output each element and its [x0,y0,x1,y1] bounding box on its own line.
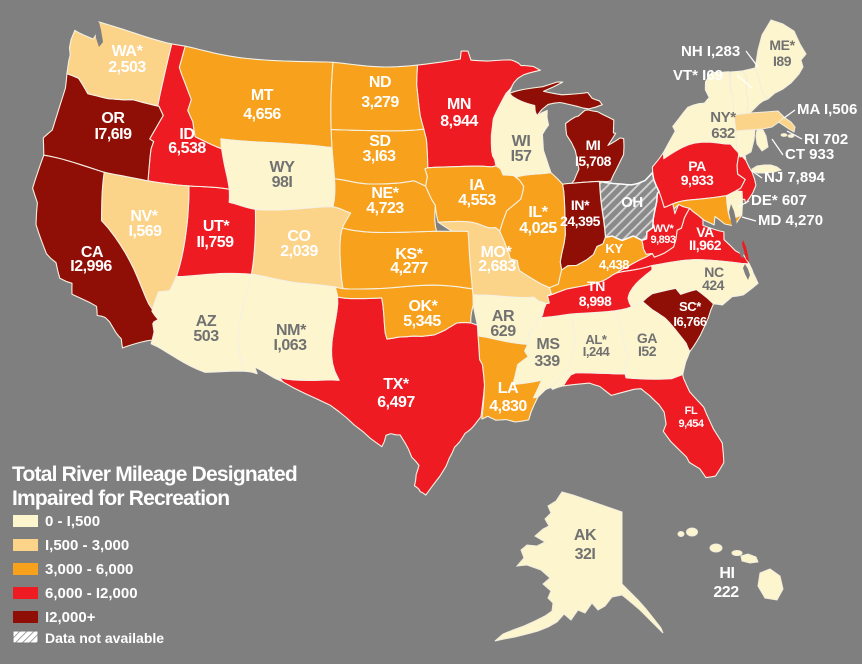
svg-text:NY*: NY* [710,109,736,126]
svg-text:SC*: SC* [679,299,702,314]
svg-text:ND: ND [369,74,391,91]
svg-text:6,538: 6,538 [168,140,206,157]
svg-text:4,438: 4,438 [599,257,629,272]
svg-text:ID: ID [179,126,194,143]
svg-text:KY: KY [605,241,623,256]
svg-text:VA: VA [696,224,714,240]
svg-text:I,244: I,244 [583,344,611,359]
svg-text:I,569: I,569 [128,223,162,240]
svg-text:I52: I52 [638,343,657,359]
svg-text:503: 503 [193,328,219,345]
svg-text:NE*: NE* [371,185,399,202]
svg-text:NJ 7,894: NJ 7,894 [764,169,826,186]
svg-text:632: 632 [711,125,735,142]
svg-text:2,683: 2,683 [478,258,516,275]
svg-text:WV*: WV* [653,223,675,235]
svg-text:II,759: II,759 [196,234,234,251]
svg-text:629: 629 [490,323,516,340]
svg-text:MN: MN [447,96,471,113]
svg-text:4,830: 4,830 [489,398,527,415]
svg-text:CO: CO [287,228,310,245]
svg-text:KS*: KS* [395,246,423,263]
svg-text:RI 702: RI 702 [804,131,848,148]
svg-text:MS: MS [536,336,560,353]
svg-text:IA: IA [469,177,485,194]
svg-text:HI: HI [719,565,734,582]
svg-text:TX*: TX* [383,376,410,393]
svg-text:0 - I,500: 0 - I,500 [45,513,100,530]
svg-text:GA: GA [637,330,657,346]
svg-text:6,000 - I2,000: 6,000 - I2,000 [45,585,138,602]
svg-text:PA: PA [688,158,706,174]
svg-text:5,345: 5,345 [403,313,441,330]
svg-text:9,893: 9,893 [650,234,675,246]
svg-text:3,000 - 6,000: 3,000 - 6,000 [45,561,133,578]
svg-text:Impaired for Recreation: Impaired for Recreation [12,487,229,510]
svg-text:MT: MT [251,87,274,104]
svg-text:I,063: I,063 [273,337,307,354]
svg-text:I,500 - 3,000: I,500 - 3,000 [45,537,129,554]
svg-text:MD 4,270: MD 4,270 [758,212,823,229]
svg-text:339: 339 [534,353,560,370]
svg-text:IL*: IL* [528,204,548,221]
svg-text:UT*: UT* [203,218,231,235]
svg-text:NH I,283: NH I,283 [681,43,740,60]
svg-text:NM*: NM* [276,322,307,339]
svg-text:I5,708: I5,708 [575,153,612,169]
svg-text:32I: 32I [575,546,596,563]
svg-text:3,279: 3,279 [361,94,399,111]
svg-text:222: 222 [713,584,739,601]
svg-text:8,998: 8,998 [579,293,612,309]
svg-text:ME*: ME* [769,37,795,53]
svg-text:9,933: 9,933 [681,172,714,188]
svg-text:MI: MI [586,137,601,153]
svg-text:I6,766: I6,766 [673,314,706,329]
svg-text:WI: WI [512,133,531,150]
svg-text:9,454: 9,454 [678,418,704,430]
svg-text:NC: NC [704,264,724,280]
svg-text:WA*: WA* [112,43,144,60]
svg-text:I2,000+: I2,000+ [45,609,96,626]
svg-text:WY: WY [270,159,296,176]
svg-text:I7,6I9: I7,6I9 [94,126,132,143]
svg-text:I2,996: I2,996 [70,258,112,275]
svg-text:4,025: 4,025 [519,220,557,237]
svg-text:TN: TN [587,278,605,294]
svg-text:6,497: 6,497 [377,394,415,411]
svg-text:CA: CA [81,244,104,261]
svg-text:I57: I57 [511,148,532,165]
svg-text:SD: SD [369,133,390,150]
svg-text:4,553: 4,553 [458,192,496,209]
svg-text:4,277: 4,277 [390,260,428,277]
svg-text:OR: OR [101,110,125,127]
svg-text:LA: LA [498,380,519,397]
svg-text:4,656: 4,656 [243,106,281,123]
svg-text:424: 424 [702,277,725,293]
svg-text:DE* 607: DE* 607 [751,192,807,209]
svg-text:AR: AR [492,308,515,325]
svg-text:II,962: II,962 [689,237,722,253]
svg-text:OH: OH [621,194,643,211]
svg-text:AK: AK [574,527,597,544]
svg-text:AZ: AZ [196,313,217,330]
svg-text:3,I63: 3,I63 [362,148,396,165]
svg-text:FL: FL [685,405,698,417]
svg-text:MA I,506: MA I,506 [797,101,857,118]
svg-text:Data not available: Data not available [45,630,164,646]
svg-text:VT* I69: VT* I69 [673,67,723,84]
svg-text:2,503: 2,503 [108,59,146,76]
svg-text:98I: 98I [272,174,293,191]
svg-text:2,039: 2,039 [280,243,318,260]
svg-text:I89: I89 [773,53,792,69]
svg-text:AL*: AL* [585,332,608,347]
svg-text:IN*: IN* [571,197,590,213]
svg-text:Total River Mileage Designated: Total River Mileage Designated [12,463,297,486]
svg-text:24,395: 24,395 [560,213,601,229]
svg-text:8,944: 8,944 [440,113,478,130]
svg-text:NV*: NV* [130,208,158,225]
svg-text:CT 933: CT 933 [785,146,834,163]
svg-text:MO*: MO* [481,244,513,261]
svg-text:4,723: 4,723 [366,200,404,217]
svg-text:OK*: OK* [408,298,438,315]
